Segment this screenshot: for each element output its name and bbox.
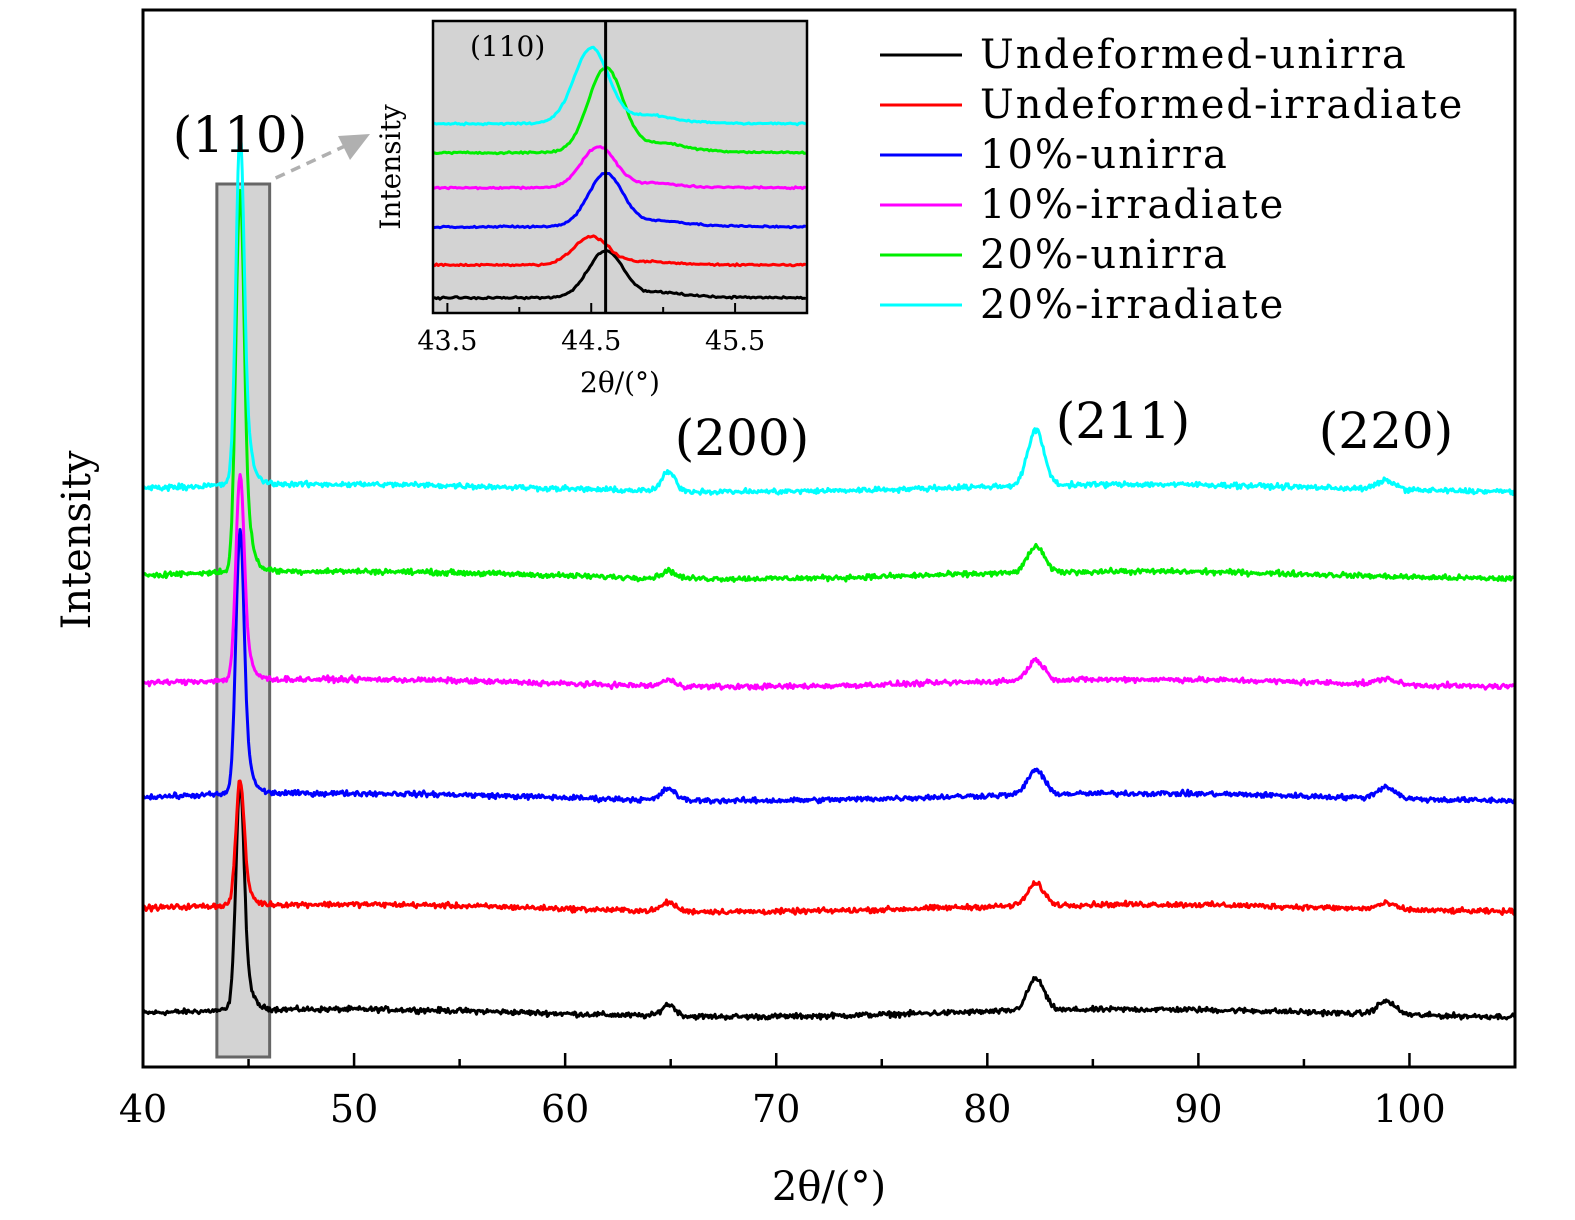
main-y-axis-title: Intensity — [54, 450, 100, 629]
x-tick-label: 80 — [963, 1087, 1011, 1131]
inset-peak-label: (110) — [470, 30, 545, 63]
series-line-10-unirra — [141, 528, 1517, 805]
inset-x-ticks: 43.5 44.5 45.5 — [417, 303, 808, 357]
inset-series-line-10-irradiate — [432, 145, 807, 191]
inset-series-line-20-irradiate — [432, 45, 807, 127]
legend-item: Undeformed-unirra — [880, 32, 1408, 78]
peak-label: (200) — [675, 409, 809, 467]
main-chart: 40 50 60 70 80 90 100 2θ/(°) Intensity (110) (2… — [54, 8, 1517, 1210]
series-line-20-irradiate — [142, 130, 1516, 497]
legend-label: 20%-irradiate — [980, 282, 1285, 328]
inset-series-line-undeformed-irradiate — [432, 234, 807, 268]
legend-label: Undeformed-unirra — [980, 32, 1408, 78]
series-line-undeformed-unirra — [141, 780, 1517, 1021]
x-tick-label: 100 — [1373, 1087, 1446, 1131]
inset-series-line-undeformed-unirra — [432, 249, 807, 301]
x-tick-label: 40 — [119, 1087, 167, 1131]
legend-item: 20%-irradiate — [880, 282, 1285, 328]
legend: Undeformed-unirraUndeformed-irradiate10%… — [880, 32, 1464, 328]
x-tick-label: 90 — [1174, 1087, 1222, 1131]
inset-x-axis-title: 2θ/(°) — [580, 366, 660, 399]
peak-label: (220) — [1319, 402, 1453, 460]
legend-item: Undeformed-irradiate — [880, 82, 1464, 128]
legend-label: 10%-unirra — [980, 132, 1229, 178]
main-peak-labels: (110) (200) (211) (220) — [173, 106, 1453, 467]
inset-x-tick-label: 44.5 — [561, 326, 621, 357]
legend-label: 20%-unirra — [980, 232, 1229, 278]
legend-label: Undeformed-irradiate — [980, 82, 1464, 128]
series-line-undeformed-irradiate — [141, 779, 1516, 916]
inset-chart: 43.5 44.5 45.5 2θ/(°) Intensity (110) — [374, 19, 809, 399]
x-tick-label: 70 — [752, 1087, 800, 1131]
inset-series-line-10-unirra — [433, 171, 807, 230]
inset-plot-frame — [431, 19, 809, 315]
legend-item: 10%-unirra — [880, 132, 1229, 178]
inset-series-line-20-unirra — [432, 66, 807, 156]
zoom-arrow — [274, 144, 346, 180]
series-line-10-irradiate — [142, 473, 1516, 691]
inset-x-tick-label: 43.5 — [417, 326, 477, 357]
main-x-ticks: 40 50 60 70 80 90 100 — [119, 1053, 1517, 1131]
x-tick-label: 50 — [330, 1087, 378, 1131]
main-x-axis-title: 2θ/(°) — [772, 1164, 886, 1210]
legend-item: 10%-irradiate — [880, 182, 1285, 228]
zoom-arrow-head — [338, 134, 370, 160]
legend-label: 10%-irradiate — [980, 182, 1285, 228]
inset-x-tick-label: 45.5 — [705, 326, 765, 357]
legend-item: 20%-unirra — [880, 232, 1229, 278]
series-line-20-unirra — [142, 188, 1516, 583]
x-tick-label: 60 — [541, 1087, 589, 1131]
inset-series-group — [432, 45, 807, 301]
peak-label: (110) — [173, 106, 307, 164]
inset-y-axis-title: Intensity — [374, 104, 407, 230]
peak-label: (211) — [1056, 392, 1190, 450]
main-plot-frame — [141, 8, 1517, 1069]
main-series-group — [141, 130, 1517, 1021]
